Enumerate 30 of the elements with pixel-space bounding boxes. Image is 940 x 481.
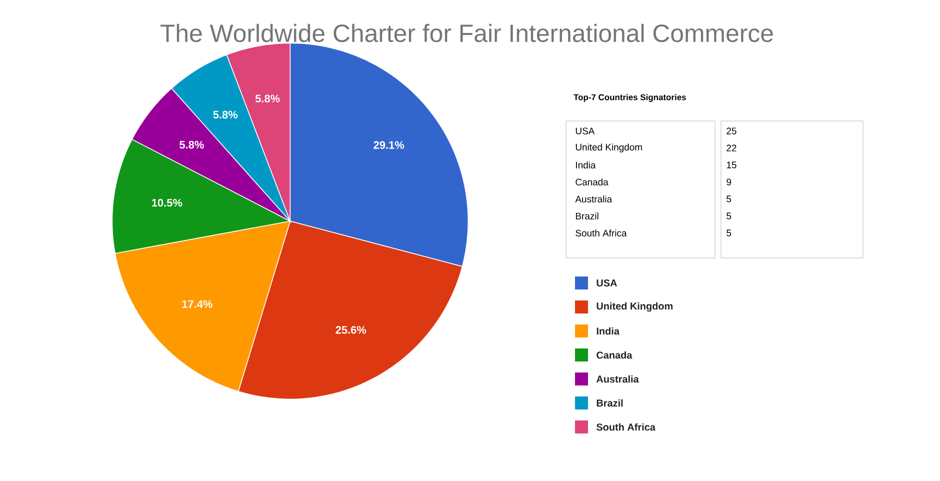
legend-label: USA <box>596 279 617 287</box>
data-label: 5.8% <box>255 94 280 102</box>
data-label: 10.5% <box>152 198 182 207</box>
text: 25 <box>726 128 736 134</box>
chart-title: The Worldwide Charter for Fair International Commerce <box>160 24 773 42</box>
legend-label: India <box>596 327 620 335</box>
text: 22 <box>726 144 736 152</box>
text: 5 <box>726 212 732 220</box>
slice-label: USA <box>576 128 595 134</box>
category-label: South Africa <box>576 230 627 236</box>
category-label: Brazil <box>576 212 598 220</box>
legend-label: Brazil <box>596 399 623 407</box>
data-label: 17.4% <box>182 300 212 308</box>
text: Top-7 Countries Signatories <box>574 94 686 102</box>
legend-label: United Kingdom <box>596 302 673 312</box>
data-label: 5.8% <box>180 140 204 149</box>
category-label: Canada <box>576 178 608 186</box>
text: 5 <box>726 230 732 236</box>
legend-label: South Africa <box>596 423 656 431</box>
text: 9 <box>726 178 732 186</box>
category-label: Australia <box>575 196 612 202</box>
legend-label: Australia <box>596 375 639 383</box>
data-label: 25.6% <box>336 326 366 334</box>
data-label: 29.1% <box>374 141 404 149</box>
text: 15 <box>726 162 736 168</box>
category-label: United Kingdom <box>576 144 642 152</box>
text: 5 <box>726 196 732 202</box>
category-label: India <box>576 162 596 168</box>
legend-label: Canada <box>596 351 632 359</box>
data-label: 5.8% <box>213 110 238 119</box>
